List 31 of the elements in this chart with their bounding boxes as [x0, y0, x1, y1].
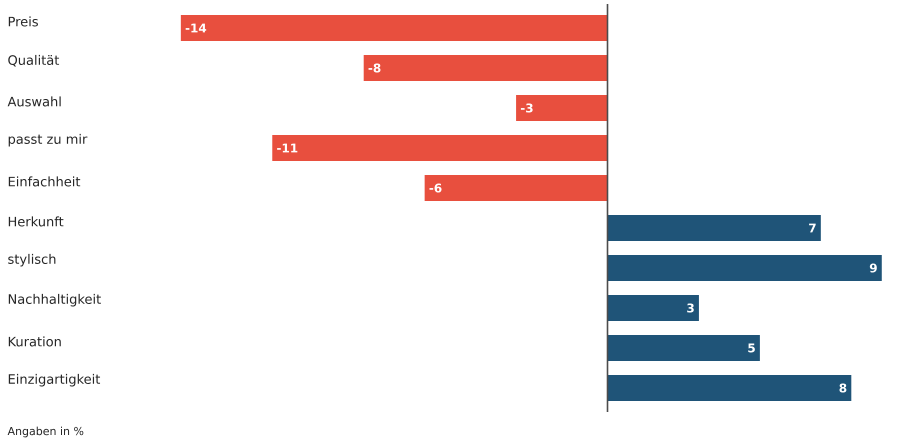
- data-label: -6: [429, 183, 442, 193]
- bar: [608, 335, 760, 362]
- y-tick-label: Einfachheit: [8, 176, 80, 186]
- y-tick-label: passt zu mir: [8, 134, 88, 146]
- bar: [272, 135, 608, 162]
- y-tick-label: Nachhaltigkeit: [8, 294, 101, 306]
- data-label: -3: [520, 103, 533, 113]
- data-label: 5: [748, 344, 755, 352]
- data-label: 7: [809, 224, 816, 232]
- bar: [180, 15, 608, 42]
- data-label: 8: [839, 383, 846, 393]
- y-tick-label: Preis: [8, 16, 38, 26]
- data-label: 9: [870, 263, 877, 273]
- y-tick-label: Einzigartigkeit: [8, 374, 100, 386]
- bar: [608, 215, 821, 242]
- y-tick-label: stylisch: [8, 254, 56, 266]
- y-tick-label: Auswahl: [8, 96, 61, 106]
- bar: [608, 295, 699, 322]
- text: Angaben in %: [8, 426, 84, 438]
- y-tick-label: Qualität: [8, 54, 60, 66]
- data-label: 3: [687, 303, 694, 313]
- y-tick-label: Herkunft: [8, 216, 64, 226]
- bar: [424, 175, 608, 202]
- bar: [608, 255, 882, 282]
- data-label: -8: [368, 63, 380, 73]
- bar: [364, 55, 608, 82]
- data-label: -14: [186, 24, 206, 32]
- bar: [608, 375, 852, 402]
- y-tick-label: Kuration: [8, 336, 61, 346]
- bar: [516, 95, 608, 122]
- data-label: -11: [277, 144, 298, 152]
